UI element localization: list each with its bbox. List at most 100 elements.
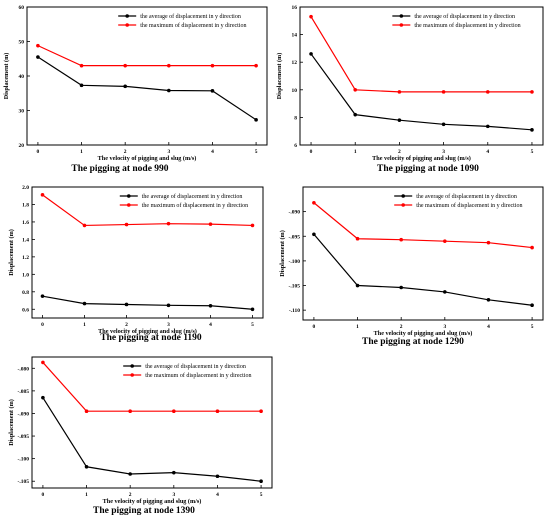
x-tick-label: 5 [531,324,534,330]
data-point-maximum [443,239,447,243]
data-point-maximum [485,90,490,94]
legend-label: the average of displacement in y directi… [142,193,243,200]
data-point-average [215,474,220,479]
y-tick-label: -.090 [18,411,30,417]
x-tick-label: 5 [260,492,263,498]
data-point-average [172,470,176,475]
data-point-average [353,112,358,117]
y-tick-label: 1.2 [22,255,29,261]
y-tick-label: 8 [294,115,297,121]
y-axis-label: Displacement (m) [276,53,283,100]
data-point-maximum [397,90,402,94]
panel-caption: The pigging at node 1390 [93,506,195,516]
data-point-maximum [36,43,40,48]
data-point-average [128,472,132,476]
legend-marker [130,373,134,377]
y-tick-label: -.095 [18,434,30,440]
y-tick-label: -.100 [289,259,301,265]
x-tick-label: 1 [356,324,359,330]
y-tick-label: 14 [292,33,298,39]
data-point-maximum [82,223,87,228]
chart-panel-1: 0 1 2 3 4 5 20 30 40 50 60 The velocity of pigging … [3,5,268,174]
y-tick-label: 20 [19,143,25,149]
x-tick-label: 2 [400,324,403,330]
x-tick-label: 2 [125,322,128,328]
data-point-maximum [210,63,215,68]
chart-panel-3: 0 1 2 3 4 5 0.6 0.8 1.0 1.2 1.4 1.6 1.8 2.0 The veloci… [8,185,264,343]
data-point-average [399,285,403,290]
panel-caption: The pigging at node 990 [71,164,168,174]
y-tick-label: 16 [292,5,298,11]
data-point-average [123,84,127,89]
y-tick-label: 1.4 [22,237,29,243]
x-axis-label: The velocity of pigging and slug (m/s) [98,155,197,162]
series-line-average [313,233,533,306]
data-point-average [485,124,490,129]
data-point-maximum [124,222,129,227]
data-point-maximum [355,236,360,241]
x-axis-label: The velocity of pigging and slug (m/s) [98,328,197,335]
legend-marker [399,14,404,18]
x-tick-label: 4 [211,149,214,155]
x-tick-label: 3 [442,149,445,155]
legend-marker [401,194,406,198]
series-line-average [310,53,533,131]
data-point-average [397,118,402,122]
data-point-average [208,303,213,308]
data-point-maximum [530,245,534,250]
series-line-maximum [42,194,253,227]
plot-frame [299,6,544,146]
legend-label: the average of displacement in y directi… [414,13,515,20]
data-point-maximum [254,63,258,68]
data-point-maximum [166,221,171,226]
x-axis-label: The velocity of pigging and slug (m/s) [372,155,471,162]
x-tick-label: 4 [486,149,489,155]
y-axis-label: Displacement (m) [8,399,15,446]
data-point-average [79,83,84,88]
legend-label: the maximum of displacement in y directi… [142,202,248,209]
legend-marker [130,364,134,368]
x-tick-label: 2 [124,149,127,155]
data-point-maximum [309,14,313,19]
x-tick-label: 1 [83,322,86,328]
plot-frame [31,186,264,319]
y-tick-label: 30 [19,109,25,115]
data-point-maximum [123,63,127,68]
legend-label: the average of displacement in y directi… [140,13,241,20]
data-point-average [82,301,87,306]
data-point-maximum [441,90,446,94]
data-point-average [210,89,215,93]
data-point-average [254,118,258,122]
plot-frame [302,186,544,321]
series-line-maximum [37,45,257,67]
data-point-maximum [259,409,263,414]
x-tick-label: 3 [167,149,170,155]
x-tick-label: 3 [167,322,170,328]
legend-marker [126,203,131,207]
data-point-average [166,303,171,308]
y-tick-label: -.105 [18,479,30,485]
data-point-average [84,464,89,469]
series-line-maximum [310,16,532,93]
data-point-maximum [84,409,89,414]
legend-marker [399,23,404,27]
x-tick-label: 3 [443,324,446,330]
y-tick-label: 50 [19,40,25,46]
y-axis-label: Displacement (m) [8,229,15,276]
x-tick-label: 4 [216,492,219,498]
data-point-average [309,52,313,56]
y-axis-label: Displacement (m) [279,230,286,277]
y-tick-label: 40 [19,74,25,80]
x-tick-label: 5 [255,149,258,155]
data-point-maximum [208,222,213,226]
legend-label: the maximum of displacement in y directi… [140,22,246,29]
y-tick-label: -.085 [18,389,30,395]
y-tick-label: 1.6 [22,220,29,226]
legend-label: the average of displacement in y directi… [416,193,517,200]
x-tick-label: 0 [42,492,45,498]
y-tick-label: 60 [19,5,25,11]
y-tick-label: 0.8 [22,290,29,296]
legend-marker [125,23,129,27]
data-point-maximum [312,200,316,205]
series-line-average [37,56,257,121]
